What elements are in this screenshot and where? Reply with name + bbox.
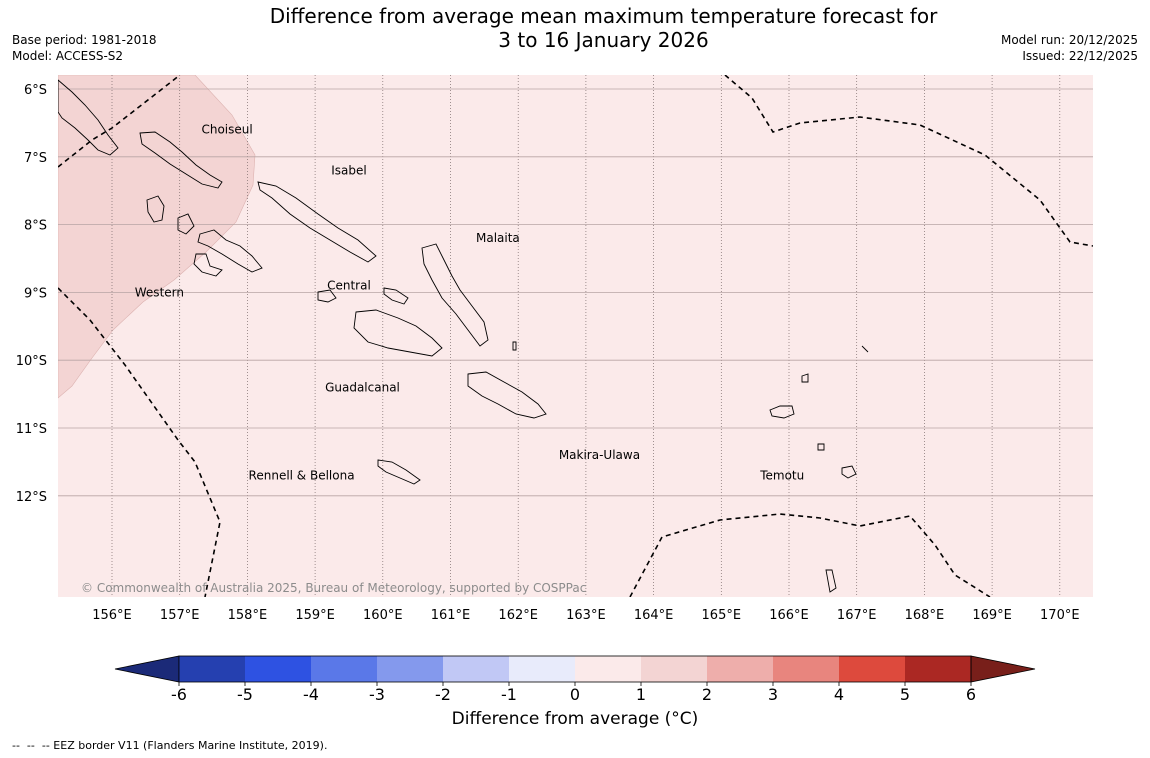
eez-footnote: -- -- -- EEZ border V11 (Flanders Marine… <box>12 739 328 752</box>
lon-tick-label: 170°E <box>1040 608 1080 623</box>
island-tikopia <box>817 443 825 451</box>
island-makira <box>467 371 547 419</box>
island-rennell <box>377 459 421 485</box>
lon-tick-label: 162°E <box>498 608 538 623</box>
island-sikaiana <box>512 341 517 351</box>
colorbar-tick-label: 3 <box>768 685 778 704</box>
island-choiseul <box>139 131 223 189</box>
lon-tick-label: 166°E <box>769 608 809 623</box>
colorbar-segment <box>377 656 443 682</box>
island-malaita <box>421 243 489 347</box>
lat-tick-label: 7°S <box>24 151 47 166</box>
colorbar-segment <box>641 656 707 682</box>
island-reef-islands <box>801 373 809 383</box>
island-nggela <box>317 287 409 305</box>
colorbar-segment <box>839 656 905 682</box>
lat-tick-label: 12°S <box>16 490 47 505</box>
island-vella-lavella <box>146 195 165 223</box>
lat-tick-label: 9°S <box>24 286 47 301</box>
graticule <box>58 75 1093 597</box>
lon-tick-label: 168°E <box>905 608 945 623</box>
lon-tick-label: 165°E <box>702 608 742 623</box>
islands <box>58 79 869 593</box>
lon-tick-label: 158°E <box>228 608 268 623</box>
colorbar-tick-label: 6 <box>966 685 976 704</box>
colorbar-segment <box>773 656 839 682</box>
colorbar-segment <box>311 656 377 682</box>
colorbar-tick-label: -5 <box>237 685 253 704</box>
island-santa-cruz <box>769 405 795 419</box>
map-title: Difference from average mean maximum tem… <box>0 4 1150 52</box>
province-label: Guadalcanal <box>325 380 400 394</box>
base-period: Base period: 1981-2018 <box>12 33 157 47</box>
colorbar-segment <box>245 656 311 682</box>
province-label: Choiseul <box>201 123 252 137</box>
island-duff <box>861 345 869 353</box>
island-vanikoro <box>841 465 857 479</box>
colorbar-tick-label: 4 <box>834 685 844 704</box>
island-new-georgia <box>177 213 263 273</box>
lon-tick-label: 169°E <box>972 608 1012 623</box>
colorbar-tick-label: 1 <box>636 685 646 704</box>
colorbar-tick-label: -1 <box>501 685 517 704</box>
colorbar-tick-label: 0 <box>570 685 580 704</box>
lon-tick-label: 167°E <box>837 608 877 623</box>
lon-tick-label: 164°E <box>634 608 674 623</box>
model-run: Model run: 20/12/2025 <box>1000 33 1138 47</box>
colorbar: -6 -5 -4 -3 -2 -1 0 1 2 3 4 5 6 <box>114 655 1036 704</box>
province-labels: Choiseul Isabel Malaita Western Central Guada… <box>135 123 804 483</box>
colorbar-tick-label: -6 <box>171 685 187 704</box>
province-label: Malaita <box>476 231 520 245</box>
colorbar-tick-label: 2 <box>702 685 712 704</box>
province-label: Isabel <box>331 163 366 177</box>
lat-tick-label: 8°S <box>24 219 47 234</box>
run-info: Model run: 20/12/2025 Issued: 22/12/2025 <box>1001 32 1138 64</box>
colorbar-title: Difference from average (°C) <box>451 709 699 729</box>
lon-tick-label: 163°E <box>566 608 606 623</box>
lat-tick-label: 6°S <box>24 83 47 98</box>
issued-date: Issued: 22/12/2025 <box>1022 49 1138 63</box>
map-figure: Choiseul Isabel Malaita Western Central Guada… <box>16 75 1093 704</box>
island-isabel <box>257 181 377 263</box>
province-label: Temotu <box>759 468 804 482</box>
colorbar-tick-label: -3 <box>369 685 385 704</box>
latitude-labels: 6°S 7°S 8°S 9°S 10°S 11°S 12°S <box>16 83 47 505</box>
colorbar-tick-label: -2 <box>435 685 451 704</box>
colorbar-segment <box>905 656 971 682</box>
lon-tick-label: 159°E <box>295 608 335 623</box>
province-label: Makira-Ulawa <box>559 448 640 462</box>
province-label: Rennell & Bellona <box>249 468 355 482</box>
lon-tick-label: 157°E <box>160 608 200 623</box>
colorbar-extend-high <box>970 655 1036 683</box>
model-name: Model: ACCESS-S2 <box>12 49 124 63</box>
island-rendova <box>193 253 223 277</box>
lon-tick-label: 156°E <box>92 608 132 623</box>
colorbar-tick-label: 5 <box>900 685 910 704</box>
lon-tick-label: 160°E <box>363 608 403 623</box>
colorbar-segment <box>575 656 641 682</box>
province-label: Western <box>135 285 184 299</box>
title-line-1: Difference from average mean maximum tem… <box>269 4 938 28</box>
lon-tick-label: 161°E <box>431 608 471 623</box>
colorbar-tick-label: -4 <box>303 685 319 704</box>
island-anuta <box>825 569 837 593</box>
colorbar-segment <box>443 656 509 682</box>
colorbar-segment <box>509 656 575 682</box>
colorbar-segment <box>707 656 773 682</box>
lat-tick-label: 10°S <box>16 354 47 369</box>
province-label: Central <box>327 279 371 293</box>
lat-tick-label: 11°S <box>16 422 47 437</box>
colorbar-extend-low <box>114 655 180 683</box>
longitude-labels: 156°E 157°E 158°E 159°E 160°E 161°E 162°E 163°E… <box>92 608 1079 623</box>
anomaly-region-western <box>58 75 256 399</box>
model-info: Base period: 1981-2018 Model: ACCESS-S2 <box>12 32 157 64</box>
island-guadalcanal <box>353 309 443 357</box>
title-line-2: 3 to 16 January 2026 <box>498 28 709 52</box>
colorbar-segment <box>179 656 245 682</box>
island-bougainville <box>58 79 119 156</box>
eez-borders <box>58 75 1093 597</box>
copyright-notice: © Commonwealth of Australia 2025, Bureau… <box>81 581 586 595</box>
